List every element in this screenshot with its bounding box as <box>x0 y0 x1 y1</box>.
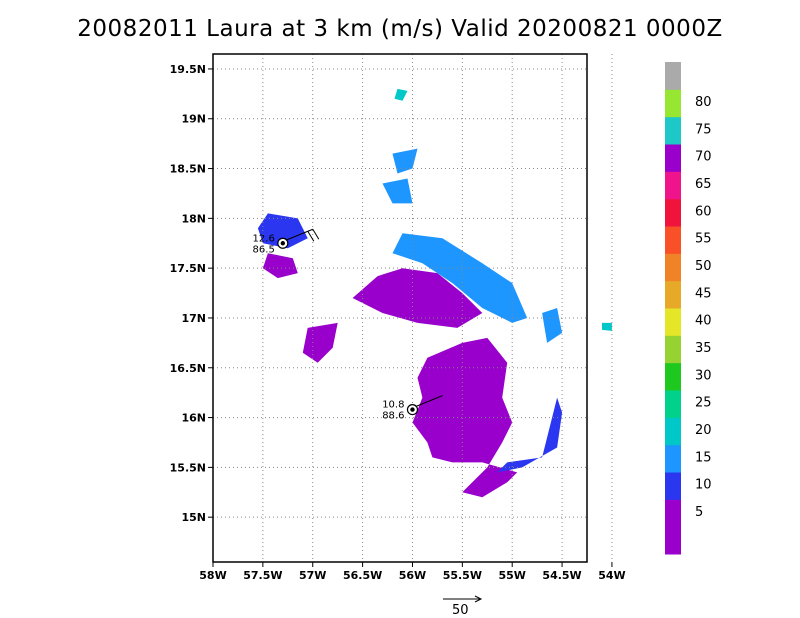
wind-region-10 <box>394 88 408 101</box>
x-tick-label-1: 57.5W <box>243 569 282 582</box>
wind-region-4 <box>257 213 308 249</box>
colorbar-segment-4 <box>665 417 681 446</box>
scale-arrow: 50 <box>443 595 483 618</box>
colorbar-label-9: 50 <box>695 259 712 274</box>
storm-heading-label: 88.6 <box>382 411 404 422</box>
colorbar-label-10: 55 <box>695 232 712 247</box>
colorbar-label-6: 35 <box>695 341 712 356</box>
plot-frame <box>212 53 588 563</box>
storm-center-inner-icon <box>280 241 286 246</box>
wind-region-11 <box>602 322 612 331</box>
storm-motion-line <box>415 395 443 408</box>
y-tick-label-9: 19.5N <box>170 63 206 76</box>
colorbar-segment-5 <box>665 390 681 418</box>
barb-feather <box>307 230 315 242</box>
y-tick-label-3: 16.5N <box>170 362 206 375</box>
colorbar-segment-9 <box>665 280 681 309</box>
plot-area <box>257 88 612 498</box>
colorbar-label-8: 45 <box>695 286 712 301</box>
y-tick-label-4: 17N <box>181 312 206 325</box>
colorbar-segment-1 <box>665 499 681 528</box>
x-tick-label-2: 57W <box>299 569 326 582</box>
barb-feather <box>312 228 320 240</box>
storm-marker-0: 12.686.5 <box>253 228 320 255</box>
colorbar-segment-12 <box>665 198 681 227</box>
colorbar-label-7: 40 <box>695 314 712 329</box>
colorbar-label-0: 5 <box>695 505 703 520</box>
colorbar-segment-8 <box>665 308 681 336</box>
colorbar-label-13: 70 <box>695 150 712 165</box>
colorbar-segment-2 <box>665 472 681 500</box>
colorbar-segment-3 <box>665 444 681 473</box>
colorbar-label-5: 30 <box>695 368 712 383</box>
colorbar-segment-15 <box>665 116 681 145</box>
colorbar-label-3: 20 <box>695 423 712 438</box>
wind-region-7 <box>392 148 418 174</box>
wind-region-5 <box>497 397 563 473</box>
wind-region-9 <box>542 308 563 343</box>
y-tick-label-0: 15N <box>181 511 206 524</box>
colorbar-label-11: 60 <box>695 204 712 219</box>
x-tick-label-0: 58W <box>199 569 226 582</box>
colorbar-segment-7 <box>665 335 681 364</box>
colorbar-label-1: 10 <box>695 478 712 493</box>
x-tick-label-4: 56W <box>399 569 426 582</box>
colorbar-segment-0 <box>665 526 681 555</box>
y-axis-ticks: 15N 15.5N 16N 16.5N 17N 17.5N 18N 18.5N 19N 19.5N <box>170 63 213 524</box>
scale-arrow-label: 50 <box>452 603 469 618</box>
colorbar-segment-16 <box>665 89 681 118</box>
x-tick-label-8: 54W <box>598 569 625 582</box>
colorbar-segment-14 <box>665 144 681 172</box>
colorbar-label-4: 25 <box>695 396 712 411</box>
x-tick-label-5: 55.5W <box>443 569 482 582</box>
storm-heading-label: 86.5 <box>253 244 275 255</box>
y-tick-label-5: 17.5N <box>170 262 206 275</box>
storm-center-inner-icon <box>410 407 415 412</box>
wind-region-1 <box>302 322 338 363</box>
wind-region-3 <box>262 253 298 279</box>
y-tick-label-1: 15.5N <box>170 461 206 474</box>
y-tick-label-7: 18.5N <box>170 163 206 176</box>
storm-motion-line <box>285 228 314 241</box>
wind-region-2 <box>412 337 518 498</box>
wind-region-8 <box>382 178 413 204</box>
storm-marker-1: 10.888.6 <box>382 395 443 422</box>
scale-arrow-head <box>474 595 483 603</box>
y-tick-label-2: 16N <box>181 412 206 425</box>
wind-region-0 <box>352 268 483 328</box>
storm-speed-label: 10.8 <box>382 400 404 411</box>
colorbar: 5 10 15 20 25 30 35 40 45 50 55 60 65 70 75 80 <box>665 62 712 555</box>
y-tick-label-8: 19N <box>181 113 206 126</box>
x-tick-label-7: 54.5W <box>542 569 581 582</box>
colorbar-segment-10 <box>665 253 681 282</box>
colorbar-segment-11 <box>665 226 681 254</box>
plot-border <box>212 53 588 563</box>
colorbar-segment-17 <box>665 62 681 90</box>
colorbar-label-12: 65 <box>695 177 712 192</box>
x-axis-ticks: 58W 57.5W 57W 56.5W 56W 55.5W 55W 54.5W 54W <box>199 562 626 582</box>
colorbar-label-14: 75 <box>695 122 712 137</box>
colorbar-segment-13 <box>665 171 681 200</box>
colorbar-segment-6 <box>665 362 681 391</box>
wind-region-6 <box>392 233 528 323</box>
storm-markers: 12.686.5 10.888.6 <box>253 228 443 422</box>
storm-speed-label: 12.6 <box>253 233 275 244</box>
x-tick-label-3: 56.5W <box>343 569 382 582</box>
colorbar-label-15: 80 <box>695 95 712 110</box>
y-tick-label-6: 18N <box>181 212 206 225</box>
colorbar-label-2: 15 <box>695 450 712 465</box>
x-tick-label-6: 55W <box>498 569 525 582</box>
chart-title: 20082011 Laura at 3 km (m/s) Valid 20200… <box>77 16 723 42</box>
